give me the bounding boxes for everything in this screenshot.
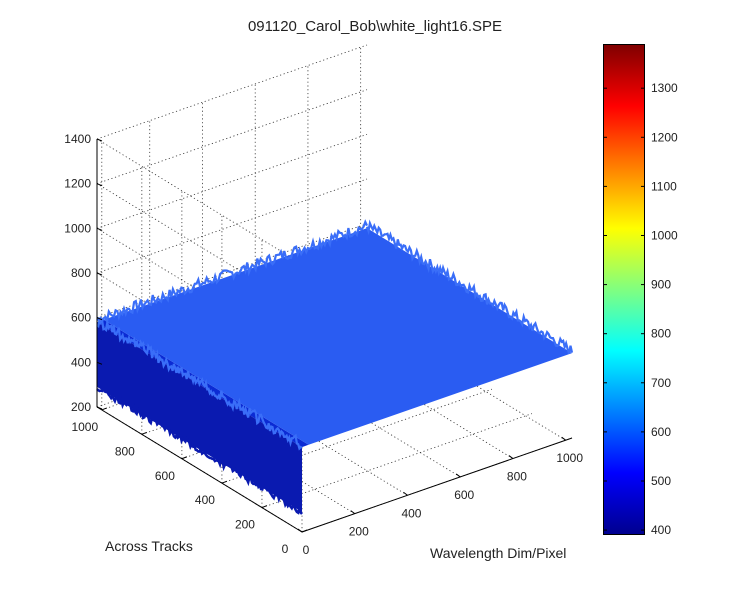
- x-axis-label: Wavelength Dim/Pixel: [430, 545, 567, 561]
- z-tick-mark: [96, 227, 103, 231]
- z-tick-mark: [96, 183, 103, 187]
- surface: [96, 219, 574, 515]
- x-tick-mark: [561, 436, 566, 441]
- surface-side-face: [97, 322, 302, 512]
- colorbar-tick-label: 800: [651, 327, 671, 341]
- z-tick-mark: [96, 361, 103, 365]
- surface-back-edge: [96, 219, 368, 326]
- x-tick-mark: [508, 455, 514, 459]
- x-tick-label: 400: [401, 506, 421, 520]
- colorbar-tick-label: 1100: [651, 179, 677, 193]
- z-tick-label: 400: [71, 355, 91, 369]
- y-tick-label: 1000: [71, 420, 98, 434]
- z-tick-mark: [96, 272, 103, 276]
- z-tick-mark: [96, 406, 103, 410]
- y-tick-label: 600: [155, 469, 175, 483]
- y-tick-mark: [141, 431, 148, 435]
- x-tick-label: 0: [303, 543, 310, 557]
- surface-left-edge: [96, 316, 303, 451]
- y-tick-label: 400: [195, 493, 215, 507]
- x-tick-mark: [403, 491, 408, 496]
- z-tick-label: 800: [71, 266, 91, 280]
- z-tick-label: 1400: [64, 132, 91, 146]
- tick-labels: 0 200 400 600 800 1000 0 200 400 600 800 1000 200 400…: [64, 132, 583, 557]
- axes: [96, 138, 573, 533]
- colorbar-tick-label: 700: [651, 376, 671, 390]
- z-tick-label: 200: [71, 400, 91, 414]
- x-tick-label: 1000: [556, 451, 583, 465]
- colorbar-tick-label: 1000: [651, 228, 678, 242]
- x-tick-label: 200: [349, 525, 369, 539]
- x-tick-label: 800: [507, 470, 527, 484]
- x-tick-mark: [455, 473, 461, 478]
- colorbar-gradient: [604, 45, 644, 534]
- colorbar: [603, 44, 645, 535]
- x-tick-label: 600: [454, 488, 474, 502]
- colorbar-tick-label: 1300: [651, 81, 678, 95]
- x-tick-mark: [350, 510, 356, 515]
- surface-right-edge: [365, 219, 574, 355]
- colorbar-tick-label: 400: [651, 523, 671, 537]
- plot-title: 091120_Carol_Bob\white_light16.SPE: [247, 18, 503, 35]
- colorbar-tick-label: 900: [651, 278, 671, 292]
- surface-side-bottom-edge: [96, 386, 303, 515]
- y-tick-label: 800: [115, 444, 135, 458]
- colorbar-tick-label: 500: [651, 474, 671, 488]
- z-tick-mark: [96, 317, 103, 321]
- y-axis-label: Across Tracks: [105, 538, 193, 554]
- x-tick-mark: [297, 528, 303, 533]
- y-tick-mark: [221, 480, 228, 484]
- y-axis-line: [96, 406, 303, 533]
- colorbar-tick-label: 600: [651, 425, 671, 439]
- z-tick-mark: [96, 138, 103, 142]
- z-tick-label: 1000: [64, 221, 91, 235]
- y-tick-label: 200: [235, 518, 255, 532]
- y-tick-mark: [301, 529, 308, 533]
- z-tick-label: 600: [71, 311, 91, 325]
- colorbar-tick-label: 1200: [651, 130, 678, 144]
- y-tick-mark: [181, 456, 188, 460]
- y-tick-mark: [101, 407, 107, 411]
- z-tick-label: 1200: [64, 177, 91, 191]
- x-axis-line: [301, 437, 573, 533]
- y-tick-mark: [261, 505, 268, 509]
- y-tick-label: 0: [282, 542, 289, 556]
